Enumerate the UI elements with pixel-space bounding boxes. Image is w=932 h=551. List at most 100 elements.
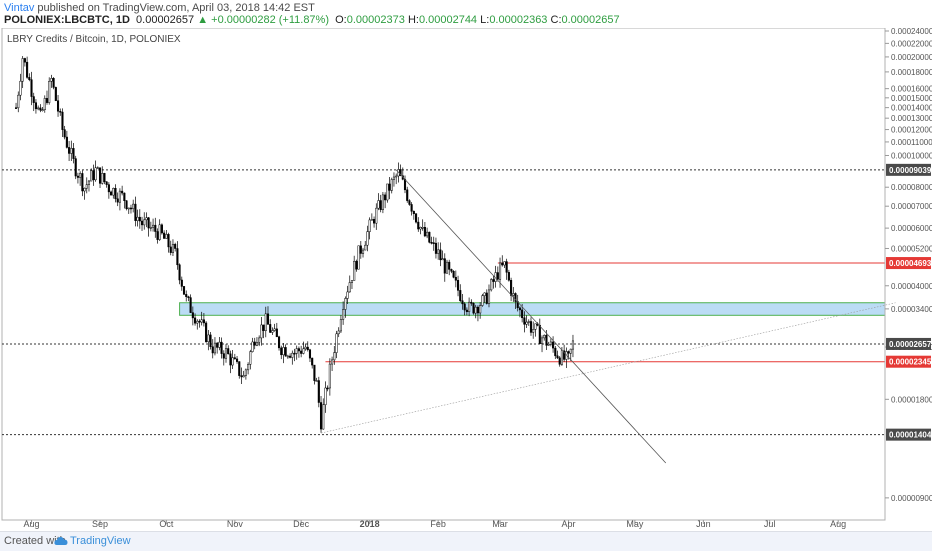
support-zone[interactable] xyxy=(179,302,886,316)
price-tick-label: 0.00008000 xyxy=(891,183,932,192)
price-tick-label: 0.00005200 xyxy=(891,244,932,253)
candle-body xyxy=(253,341,256,346)
candle-body xyxy=(156,231,159,240)
time-tick-label: 2018 xyxy=(360,519,380,529)
candle-body xyxy=(143,219,146,226)
price-change: ▲ +0.00000282 (+11.87%) xyxy=(197,14,329,26)
price-tick-label: 0.00011000 xyxy=(891,138,932,147)
price-tag[interactable] xyxy=(886,428,931,441)
price-tag-label: 0.00004693 xyxy=(889,259,932,268)
candle-body xyxy=(200,319,203,323)
price-tick-label: 0.00003400 xyxy=(891,305,932,314)
candle-body xyxy=(540,337,544,345)
candle-body xyxy=(474,306,477,314)
price-chart[interactable]: LBRY Credits / Bitcoin, 1D, POLONIEX 0.0… xyxy=(0,28,932,531)
candle-body xyxy=(308,349,312,359)
candle-body xyxy=(74,158,77,177)
candle-body xyxy=(434,242,437,254)
candle-body xyxy=(98,167,102,184)
candle-body xyxy=(114,188,117,200)
price-tick-label: 0.00006000 xyxy=(891,224,932,233)
candle-body xyxy=(96,167,99,169)
candle-body xyxy=(266,313,270,325)
candle-body xyxy=(512,293,515,296)
candle-body xyxy=(415,213,418,223)
time-tick-label: Aug xyxy=(24,519,40,529)
candle-body xyxy=(249,351,252,365)
candle-body xyxy=(406,189,409,201)
candle-body xyxy=(426,231,429,237)
candle-body xyxy=(392,176,396,180)
candle-body xyxy=(518,307,521,311)
price-tag-label: 0.00009039 xyxy=(889,166,932,175)
author-link[interactable]: Vintav xyxy=(4,2,35,14)
candle-body xyxy=(196,320,199,324)
candle-body xyxy=(300,350,303,354)
candle-body xyxy=(189,297,192,313)
chart-pane[interactable] xyxy=(1,28,886,521)
candle-body xyxy=(63,129,66,138)
candle-body xyxy=(503,261,506,266)
price-tag[interactable] xyxy=(886,257,931,270)
candle-body xyxy=(350,280,354,283)
candle-body xyxy=(563,350,566,360)
candle-body xyxy=(216,342,219,348)
candle-body xyxy=(498,262,502,280)
candle-body xyxy=(558,357,561,365)
price-tag[interactable] xyxy=(886,163,931,176)
price-tag-label: 0.00001404 xyxy=(889,431,932,440)
candle-body xyxy=(437,249,440,254)
candle-body xyxy=(567,351,570,354)
candle-body xyxy=(286,355,289,358)
low-label: L: xyxy=(480,14,490,26)
close-value: 0.00002657 xyxy=(561,14,620,26)
candle-body xyxy=(368,219,371,232)
candle-body xyxy=(507,272,510,281)
candle-body xyxy=(271,330,274,333)
candle-body xyxy=(361,249,365,254)
candle-body xyxy=(264,313,267,331)
candle-body xyxy=(129,207,133,210)
candle-body xyxy=(342,309,345,320)
candle-body xyxy=(297,348,300,352)
candle-body xyxy=(439,249,442,261)
candle-body xyxy=(191,312,194,319)
time-tick-label: Oct xyxy=(159,519,174,529)
price-tag[interactable] xyxy=(886,337,931,350)
candle-body xyxy=(125,200,128,209)
tradingview-link[interactable]: TradingView xyxy=(70,535,131,547)
candle-body xyxy=(28,77,31,80)
candle-body xyxy=(207,334,210,343)
candle-body xyxy=(315,380,318,382)
candle-body xyxy=(59,111,62,113)
candle-body xyxy=(110,191,113,196)
price-tick-label: 0.00016000 xyxy=(891,85,932,94)
candle-body xyxy=(163,232,166,239)
price-tick-label: 0.00000900 xyxy=(891,494,932,503)
price-tag[interactable] xyxy=(886,355,931,368)
candle-body xyxy=(417,221,420,230)
open-value: 0.00002373 xyxy=(346,14,405,26)
time-axis[interactable]: Aug Sep Oct Nov Dec 2018 Feb Mar Apr May Jun Jul Aug xyxy=(24,519,847,529)
candle-body xyxy=(154,224,157,232)
candle-body xyxy=(373,219,376,224)
trend-line[interactable] xyxy=(320,302,896,434)
price-axis[interactable]: 0.00024000 0.00022000 0.00020000 0.00018000… xyxy=(885,28,932,503)
candle-body xyxy=(103,173,106,182)
candle-body xyxy=(244,369,247,376)
candle-body xyxy=(432,242,435,244)
candle-body xyxy=(231,357,234,366)
candle-body xyxy=(224,348,228,359)
candle-body xyxy=(56,100,60,112)
candle-body xyxy=(277,336,281,349)
candle-body xyxy=(483,292,486,296)
candle-body xyxy=(54,87,57,101)
trend-line[interactable] xyxy=(395,169,667,464)
time-tick-label: Sep xyxy=(92,519,108,529)
candle-body xyxy=(476,306,479,314)
candle-body xyxy=(145,217,148,221)
candle-body xyxy=(182,286,186,295)
candle-body xyxy=(357,245,360,270)
candle-body xyxy=(242,375,245,378)
candle-body xyxy=(251,341,254,352)
